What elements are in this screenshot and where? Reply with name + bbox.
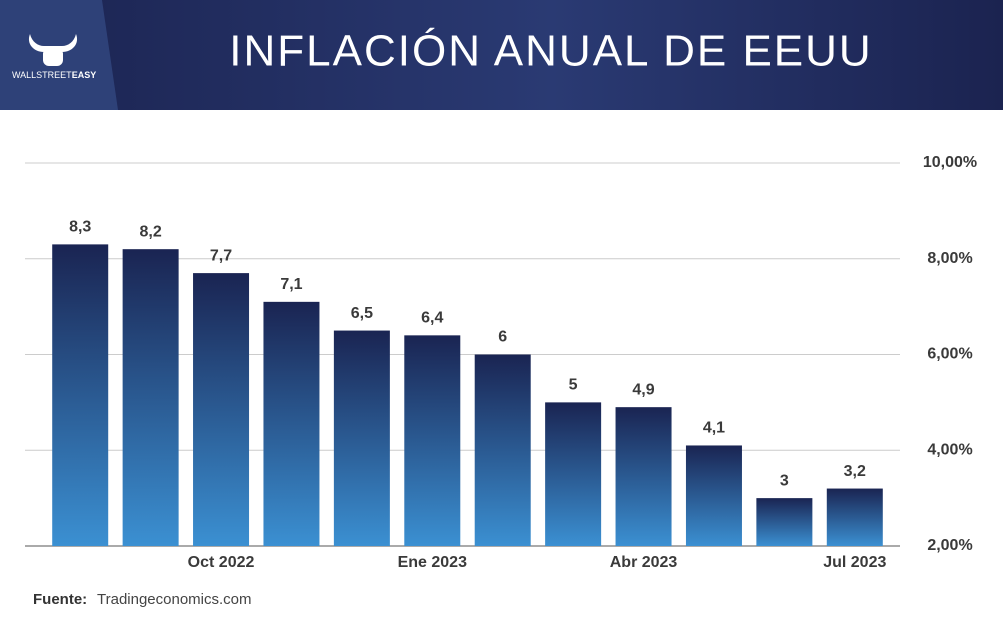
- value-label: 6,5: [351, 305, 373, 322]
- value-label: 8,2: [140, 223, 162, 240]
- y-tick-label: 2,00%: [927, 537, 972, 554]
- x-tick-label: Abr 2023: [610, 554, 678, 571]
- value-label: 4,1: [703, 420, 725, 437]
- source: Tradingeconomics.com: [97, 591, 252, 608]
- y-tick-label: 4,00%: [927, 441, 972, 458]
- bar: [193, 273, 250, 546]
- bar: [263, 301, 320, 546]
- logo-icon: [28, 34, 78, 66]
- source-label: Fuente:: [33, 591, 87, 608]
- value-label: 5: [569, 377, 578, 394]
- bar: [826, 488, 883, 546]
- y-tick-label: 8,00%: [927, 250, 972, 267]
- value-label: 8,3: [69, 219, 91, 236]
- value-label: 6: [498, 329, 507, 346]
- value-label: 7,1: [280, 276, 302, 293]
- value-label: 3: [780, 472, 789, 489]
- bar: [756, 498, 813, 546]
- bar: [333, 330, 390, 546]
- y-tick-label: 6,00%: [927, 346, 972, 363]
- brand-light: WALLSTREET: [12, 70, 72, 80]
- bar: [404, 335, 461, 546]
- x-tick-label: Jul 2023: [823, 554, 886, 571]
- y-tick-label: 10,00%: [923, 154, 977, 171]
- brand-bold: EASY: [72, 70, 97, 80]
- value-label: 6,4: [421, 310, 443, 327]
- bar: [545, 402, 602, 546]
- bar: [615, 407, 672, 546]
- chart-title: INFLACIÓN ANUAL DE EEUU: [229, 27, 872, 76]
- x-tick-label: Oct 2022: [188, 554, 255, 571]
- x-tick-label: Ene 2023: [398, 554, 467, 571]
- header-banner: [0, 0, 1003, 110]
- value-label: 3,2: [844, 463, 866, 480]
- value-label: 7,7: [210, 247, 232, 264]
- bar: [52, 244, 109, 546]
- bar: [122, 249, 179, 547]
- value-label: 4,9: [632, 381, 654, 398]
- bar: [685, 445, 742, 546]
- brand-text: WALLSTREETEASY: [12, 70, 96, 80]
- bar: [474, 354, 531, 546]
